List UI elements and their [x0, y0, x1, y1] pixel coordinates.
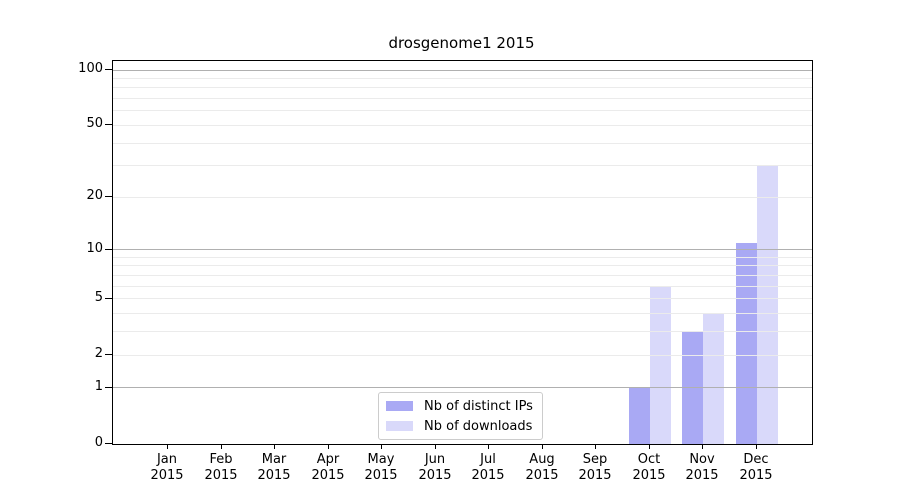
- minor-gridline-90: [113, 77, 812, 79]
- xtick-year: 2015: [525, 468, 559, 483]
- minor-gridline-9: [113, 256, 812, 258]
- ytick-mark-10: [105, 249, 112, 250]
- xtick-year: 2015: [311, 468, 345, 483]
- xtick-year: 2015: [471, 468, 505, 483]
- xtick-label-aug: Aug 2015: [514, 452, 570, 484]
- major-gridline-10: [113, 249, 812, 251]
- bar-distinct-ips-oct: [628, 387, 650, 444]
- ytick-mark-0: [105, 443, 112, 444]
- plot-area: Nb of distinct IPs Nb of downloads: [112, 60, 813, 445]
- legend-swatch-downloads: [386, 421, 413, 431]
- xtick-year: 2015: [632, 468, 666, 483]
- xtick-year: 2015: [739, 468, 773, 483]
- xtick-year: 2015: [578, 468, 612, 483]
- minor-gridline-4: [113, 313, 812, 315]
- xtick-mark-jul: [488, 444, 489, 449]
- chart-title: drosgenome1 2015: [388, 34, 535, 52]
- ytick-label-50: 50: [86, 116, 103, 131]
- minor-gridline-30: [113, 165, 812, 167]
- xtick-mark-feb: [221, 444, 222, 449]
- xtick-label-sep: Sep 2015: [567, 452, 623, 484]
- bar-downloads-oct: [649, 286, 671, 444]
- xtick-month: Jan: [156, 452, 178, 467]
- xtick-month: Nov: [689, 452, 715, 467]
- xtick-mark-aug: [542, 444, 543, 449]
- xtick-month: May: [367, 452, 395, 467]
- legend-item-downloads: Nb of downloads: [386, 418, 533, 434]
- ytick-label-20: 20: [86, 188, 103, 203]
- xtick-label-oct: Oct 2015: [621, 452, 677, 484]
- xtick-label-dec: Dec 2015: [728, 452, 784, 484]
- minor-gridline-40: [113, 142, 812, 144]
- xtick-label-mar: Mar 2015: [246, 452, 302, 484]
- minor-gridline-70: [113, 98, 812, 100]
- ytick-mark-5: [105, 298, 112, 299]
- xtick-month: Jun: [424, 452, 446, 467]
- legend-label-distinct-ips: Nb of distinct IPs: [424, 398, 533, 414]
- minor-gridline-5: [113, 298, 812, 300]
- xtick-label-jan: Jan 2015: [139, 452, 195, 484]
- minor-gridline-3: [113, 331, 812, 333]
- legend-label-downloads: Nb of downloads: [424, 418, 533, 434]
- xtick-month: Feb: [209, 452, 233, 467]
- major-gridline-1: [113, 387, 812, 389]
- xtick-year: 2015: [150, 468, 184, 483]
- ytick-mark-50: [105, 124, 112, 125]
- xtick-month: Oct: [637, 452, 661, 467]
- legend: Nb of distinct IPs Nb of downloads: [378, 392, 543, 440]
- ytick-label-0: 0: [94, 435, 103, 450]
- minor-gridline-80: [113, 87, 812, 89]
- xtick-mark-sep: [595, 444, 596, 449]
- xtick-year: 2015: [204, 468, 238, 483]
- xtick-label-apr: Apr 2015: [300, 452, 356, 484]
- minor-gridline-6: [113, 285, 812, 287]
- minor-gridline-7: [113, 275, 812, 276]
- major-gridline-100: [113, 69, 812, 71]
- xtick-label-jun: Jun 2015: [407, 452, 463, 484]
- xtick-month: Apr: [316, 452, 340, 467]
- xtick-label-feb: Feb 2015: [193, 452, 249, 484]
- ytick-label-5: 5: [94, 290, 103, 305]
- xtick-mark-apr: [328, 444, 329, 449]
- ytick-label-2: 2: [94, 346, 103, 361]
- bar-downloads-dec: [756, 165, 778, 444]
- xtick-mark-nov: [702, 444, 703, 449]
- xtick-year: 2015: [685, 468, 719, 483]
- xtick-mark-dec: [756, 444, 757, 449]
- minor-gridline-2: [113, 354, 812, 356]
- ytick-mark-2: [105, 354, 112, 355]
- ytick-mark-100: [105, 69, 112, 70]
- xtick-mark-mar: [274, 444, 275, 449]
- minor-gridline-60: [113, 110, 812, 112]
- xtick-mark-oct: [649, 444, 650, 449]
- xtick-month: Dec: [743, 452, 769, 467]
- legend-swatch-distinct-ips: [386, 401, 413, 411]
- xtick-mark-jun: [435, 444, 436, 449]
- xtick-label-may: May 2015: [353, 452, 409, 484]
- minor-gridline-8: [113, 265, 812, 267]
- ytick-mark-20: [105, 196, 112, 197]
- xtick-year: 2015: [257, 468, 291, 483]
- ytick-label-10: 10: [86, 241, 103, 256]
- xtick-year: 2015: [418, 468, 452, 483]
- legend-item-distinct-ips: Nb of distinct IPs: [386, 398, 533, 414]
- xtick-month: Jul: [480, 452, 496, 467]
- xtick-label-nov: Nov 2015: [674, 452, 730, 484]
- xtick-mark-may: [381, 444, 382, 449]
- xtick-month: Aug: [529, 452, 555, 467]
- minor-gridline-20: [113, 196, 812, 198]
- xtick-year: 2015: [364, 468, 398, 483]
- xtick-label-jul: Jul 2015: [460, 452, 516, 484]
- xtick-month: Sep: [582, 452, 608, 467]
- bar-downloads-nov: [703, 313, 724, 444]
- bar-distinct-ips-dec: [735, 242, 757, 444]
- ytick-label-1: 1: [94, 379, 103, 394]
- xtick-month: Mar: [261, 452, 287, 467]
- ytick-label-100: 100: [78, 61, 103, 76]
- ytick-mark-1: [105, 387, 112, 388]
- minor-gridline-50: [113, 124, 812, 126]
- xtick-mark-jan: [167, 444, 168, 449]
